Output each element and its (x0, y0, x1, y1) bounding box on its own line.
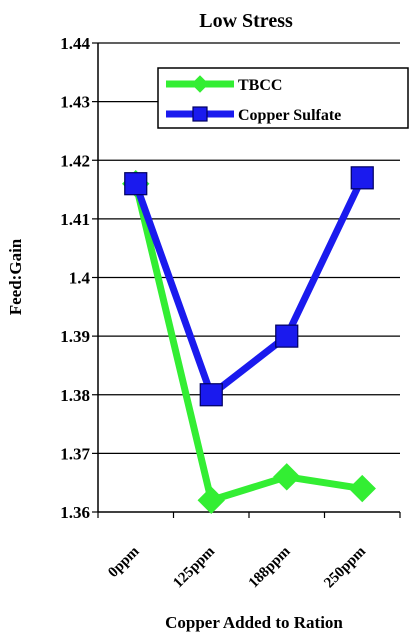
y-tick-label: 1.43 (60, 93, 90, 112)
legend-label: Copper Sulfate (238, 107, 341, 124)
y-tick-label: 1.42 (60, 151, 90, 170)
data-point (124, 172, 148, 196)
x-axis-label: Copper Added to Ration (165, 613, 343, 632)
x-tick-label: 188ppm (246, 543, 294, 591)
y-tick-labels: 1.36 1.37 1.38 1.39 1.4 1.41 1.42 1.43 1.44 (60, 34, 90, 522)
series-layer (122, 166, 376, 514)
legend-marker (191, 75, 209, 93)
x-tick-label: 0ppm (105, 543, 143, 581)
data-point (197, 486, 225, 514)
data-point (348, 474, 376, 503)
x-tick-label: 250ppm (321, 543, 369, 591)
chart-title: Low Stress (199, 10, 293, 32)
series-line (132, 176, 366, 399)
y-tick-label: 1.44 (60, 34, 90, 53)
x-tick-label: 125ppm (170, 543, 218, 591)
legend-label: TBCC (238, 77, 282, 94)
legend-marker (192, 106, 208, 122)
y-axis-label: Feed:Gain (6, 238, 25, 315)
legend: TBCC Copper Sulfate (157, 67, 409, 129)
data-point (199, 383, 223, 407)
series-1 (124, 166, 374, 407)
legend-entry: Copper Sulfate (166, 106, 341, 124)
y-tick-label: 1.38 (60, 386, 90, 405)
x-tick-labels: 0ppm 125ppm 188ppm 250ppm (105, 543, 369, 591)
y-tick-label: 1.39 (60, 327, 90, 346)
data-point (273, 463, 301, 491)
y-tick-label: 1.4 (69, 269, 91, 288)
y-tick-label: 1.37 (60, 444, 90, 463)
y-tick-label: 1.41 (60, 210, 90, 229)
series-line (132, 182, 363, 504)
data-point (275, 324, 299, 348)
axes (92, 42, 401, 518)
legend-entry: TBCC (166, 75, 282, 94)
data-point (350, 166, 374, 190)
y-tick-label: 1.36 (60, 503, 90, 522)
